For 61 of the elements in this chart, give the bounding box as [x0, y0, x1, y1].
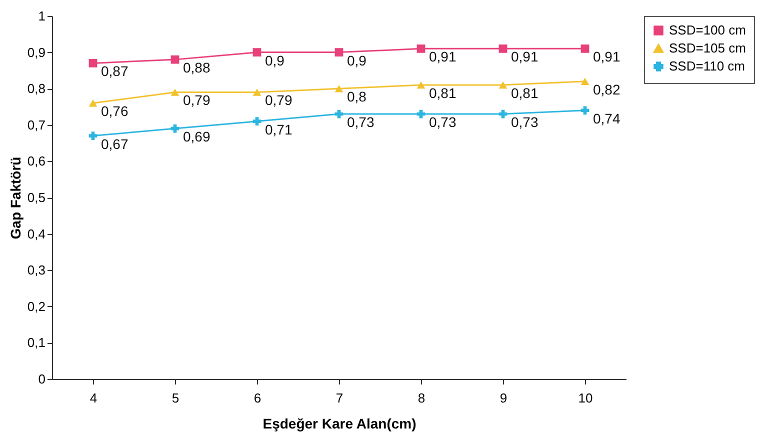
y-tick-label: 0,2: [27, 298, 46, 314]
point: [580, 78, 590, 85]
data-label: 0,71: [265, 121, 292, 138]
data-label: 0,9: [347, 52, 367, 68]
legend-label: SSD=105 cm: [669, 40, 746, 56]
legend-label: SSD=100 cm: [669, 22, 746, 38]
data-label: 0,81: [511, 84, 538, 101]
y-tick-label: 1: [38, 8, 46, 24]
point: [498, 81, 508, 89]
x-tick-label: 10: [578, 390, 593, 406]
y-tick-label: 0,5: [27, 190, 46, 205]
data-label: 0,79: [265, 92, 292, 108]
y-tick-label: 0,7: [27, 117, 46, 132]
data-label: 0,79: [183, 92, 210, 108]
point: [88, 132, 98, 140]
y-tick-label: 0,9: [27, 44, 46, 60]
x-tick-label: 5: [172, 390, 180, 406]
point: [88, 59, 98, 68]
point: [498, 44, 508, 53]
point: [334, 48, 344, 56]
point: [580, 44, 590, 53]
y-tick-label: 0: [38, 372, 46, 386]
data-label: 0,73: [347, 114, 374, 130]
data-label: 0,87: [101, 63, 128, 80]
data-label: 0,69: [183, 128, 210, 145]
x-tick-label: 9: [500, 390, 508, 406]
data-label: 0,81: [429, 84, 456, 101]
data-label: 0,73: [429, 114, 456, 130]
y-tick-label: 0,1: [27, 335, 46, 350]
point: [416, 81, 426, 89]
point: [170, 55, 180, 64]
x-tick-label: 7: [336, 390, 344, 406]
x-axis-title: Eşdeğer Kare Alan(cm): [262, 416, 416, 432]
point: [334, 84, 344, 92]
y-axis-title: Gap Faktörü: [7, 156, 24, 240]
point: [170, 88, 180, 96]
point: [252, 48, 262, 56]
x-tick-label: 8: [418, 390, 426, 406]
x-tick-label: 4: [90, 390, 98, 406]
y-tick-label: 0,8: [27, 81, 46, 96]
y-tick-label: 0,6: [27, 154, 46, 169]
point: [252, 88, 262, 96]
legend-label: SSD=110 cm: [669, 58, 745, 74]
data-label: 0,88: [183, 60, 210, 76]
data-label: 0,9: [265, 52, 285, 68]
data-label: 0,91: [429, 48, 456, 65]
data-label: 0,74: [593, 110, 620, 126]
y-tick-label: 0,4: [27, 226, 46, 242]
point: [416, 44, 426, 53]
y-tick-label: 0,3: [27, 262, 46, 278]
data-label: 0,76: [101, 103, 128, 120]
data-label: 0,73: [511, 114, 538, 130]
point: [580, 106, 590, 115]
data-label: 0,67: [101, 136, 128, 152]
data-label: 0,8: [347, 88, 367, 105]
data-label: 0,91: [593, 48, 620, 65]
x-tick-label: 6: [254, 390, 262, 406]
point: [88, 99, 98, 107]
data-label: 0,82: [593, 81, 620, 98]
data-label: 0,91: [511, 48, 538, 65]
point: [252, 117, 262, 126]
